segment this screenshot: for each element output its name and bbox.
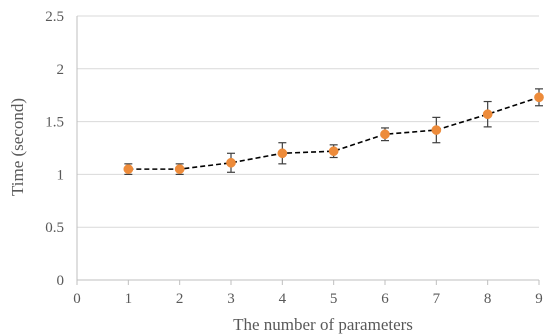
x-tick-label: 0 [73,291,81,307]
y-tick-label: 1.5 [45,115,64,131]
x-tick-label: 5 [330,291,338,307]
data-point [482,109,493,120]
x-axis-label: The number of parameters [233,315,413,334]
y-tick-label: 2 [57,62,65,78]
series-line [128,96,540,170]
data-point [380,129,390,140]
data-point [174,164,185,174]
data-point [431,125,442,135]
data-point [277,148,288,159]
x-tick-label: 8 [484,291,492,307]
y-tick-label: 2.5 [45,9,64,25]
y-tick-label: 0 [57,273,65,289]
y-tick-label: 1 [57,167,65,183]
x-tick-label: 2 [176,291,184,307]
axes [76,16,540,285]
x-tick-label: 7 [433,291,441,307]
y-tick-label: 0.5 [45,220,64,236]
data-point [534,92,544,103]
data-point [226,157,236,168]
x-tick-label: 4 [279,291,287,307]
y-tick-labels: 0 0.5 1 1.5 2 2.5 [45,9,64,289]
gridlines [77,15,539,228]
x-tick-label: 9 [535,291,543,307]
x-tick-label: 3 [227,291,235,307]
x-tick-labels: 0 1 2 3 4 5 6 7 8 9 [73,291,543,307]
x-tick-label: 6 [381,291,389,307]
data-series [123,88,544,175]
data-point [123,164,134,174]
y-axis-label: Time (second) [8,98,27,196]
x-tick-label: 1 [125,291,133,307]
data-point [328,146,339,157]
